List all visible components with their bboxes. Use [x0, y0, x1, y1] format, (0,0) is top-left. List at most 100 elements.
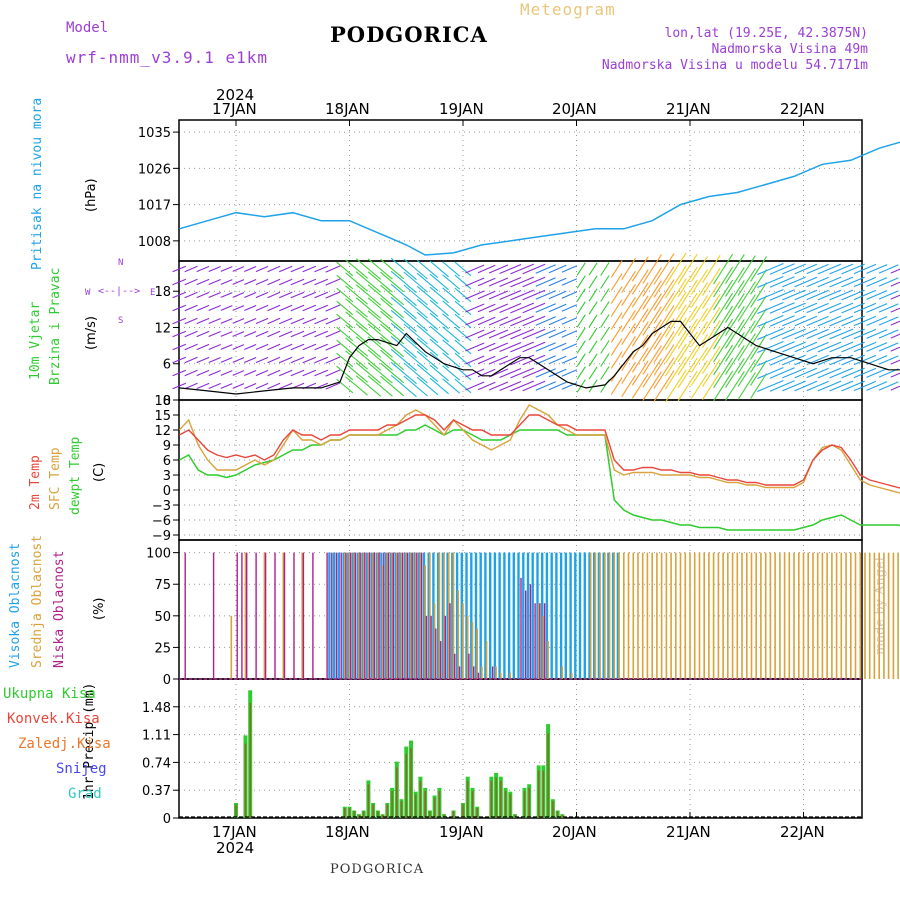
- high-cloud-bar: [616, 552, 620, 679]
- wind-barb: [380, 271, 405, 293]
- wind-key-north: N: [118, 258, 124, 268]
- wind-barb: [336, 339, 354, 355]
- wind-barb: [621, 297, 636, 319]
- y-tick-label: 15: [154, 409, 171, 424]
- mid-cloud-bar: [358, 552, 360, 679]
- wind-barb: [690, 360, 708, 386]
- wind-barb: [829, 328, 854, 340]
- mid-cloud-bar: [812, 552, 814, 679]
- wind-barb: [600, 301, 610, 315]
- wind-barb: [290, 291, 305, 299]
- wind-barb: [416, 259, 439, 279]
- wind-barb: [454, 261, 472, 277]
- wind-barb: [794, 263, 818, 275]
- wind-barb: [600, 275, 610, 289]
- mid-cloud-bar: [230, 615, 233, 679]
- wind-barb: [782, 302, 806, 314]
- wind-barb: [172, 356, 187, 364]
- wind-barb: [737, 346, 756, 374]
- wind-barb: [829, 354, 854, 366]
- wind-barb: [677, 318, 698, 350]
- mid-cloud-bar: [783, 552, 786, 679]
- convective-rain-bar: [419, 780, 422, 818]
- wind-key-south: S: [118, 316, 124, 326]
- wind-barb: [403, 323, 428, 345]
- wind-barb: [477, 303, 496, 313]
- wind-barb: [172, 382, 187, 390]
- mid-cloud-bar: [547, 641, 549, 679]
- wind-barb: [548, 381, 567, 391]
- wind-barb: [631, 360, 649, 386]
- wind-barb: [737, 372, 756, 400]
- wind-barb: [588, 379, 598, 393]
- high-cloud-bar: [337, 552, 340, 679]
- wind-barb: [290, 278, 305, 286]
- high-cloud-bar: [351, 552, 355, 679]
- wind-barb: [642, 358, 662, 388]
- wind-barb: [690, 321, 708, 347]
- wind-barb: [750, 295, 767, 321]
- wind-barb: [302, 330, 317, 338]
- wind-barb: [866, 381, 888, 391]
- y-tick-label: 0.74: [142, 756, 171, 771]
- wind-barb: [488, 264, 509, 274]
- wind-barb: [196, 278, 210, 286]
- wind-barb: [336, 313, 354, 329]
- wind-barb: [325, 317, 341, 325]
- wind-barb: [355, 362, 382, 384]
- wind-barb: [769, 289, 795, 301]
- y-tick-label: 9: [163, 439, 171, 454]
- mid-cloud-bar: [377, 552, 379, 679]
- wind-barb: [429, 299, 449, 317]
- wind-barb: [677, 292, 698, 324]
- low-cloud-bar: [449, 603, 451, 679]
- mid-cloud-bar: [500, 672, 502, 679]
- wind-barb: [220, 305, 233, 311]
- y-tick-label: 0: [163, 394, 171, 409]
- wind-barb: [172, 317, 187, 325]
- wind-barb: [725, 371, 745, 401]
- wind-barb: [522, 341, 546, 353]
- wind-barb: [232, 318, 245, 324]
- convective-rain-bar: [244, 743, 247, 818]
- low-cloud-bar: [364, 552, 366, 679]
- wind-barb: [510, 328, 535, 340]
- wind-barb: [725, 267, 745, 297]
- convective-rain-bar: [495, 777, 497, 818]
- wind-barb: [588, 288, 598, 302]
- low-cloud-bar: [397, 552, 399, 679]
- convective-rain-bar: [377, 811, 379, 818]
- wind-barb: [866, 342, 888, 352]
- y-tick-label: 75: [154, 578, 171, 593]
- wind-barb: [278, 265, 293, 273]
- top-date-21: 21JAN: [666, 100, 711, 118]
- high-cloud-bar: [432, 552, 435, 679]
- high-cloud-bar: [389, 552, 393, 679]
- wind-barb: [403, 375, 428, 397]
- y-tick-label: −6: [152, 514, 171, 529]
- wind-barb: [232, 305, 245, 311]
- wind-barb: [866, 316, 888, 326]
- wind-key-west: W: [85, 288, 91, 298]
- wind-barb: [794, 315, 818, 327]
- wind-barb: [325, 356, 341, 364]
- wind-barb: [267, 330, 281, 338]
- high-cloud-bar: [422, 552, 426, 679]
- mid-cloud-bar: [755, 552, 757, 679]
- wind-barb: [367, 297, 393, 319]
- wind-barb: [782, 380, 806, 392]
- mid-cloud-bar: [722, 552, 724, 679]
- top-date-18: 18JAN: [325, 100, 370, 118]
- wind-barb: [403, 258, 428, 280]
- model-label: Model: [66, 20, 109, 36]
- wind-barb: [244, 356, 257, 364]
- wind-barb: [232, 357, 245, 363]
- high-cloud-bar: [559, 552, 563, 679]
- legend-total-rain: Ukupna Kisa: [3, 686, 96, 702]
- wind-barb: [345, 298, 368, 318]
- wind-barb: [702, 333, 721, 361]
- mid-cloud-bar: [405, 552, 407, 679]
- wind-barb: [588, 353, 598, 367]
- mid-cloud-bar: [679, 552, 682, 679]
- wind-barb: [806, 289, 829, 301]
